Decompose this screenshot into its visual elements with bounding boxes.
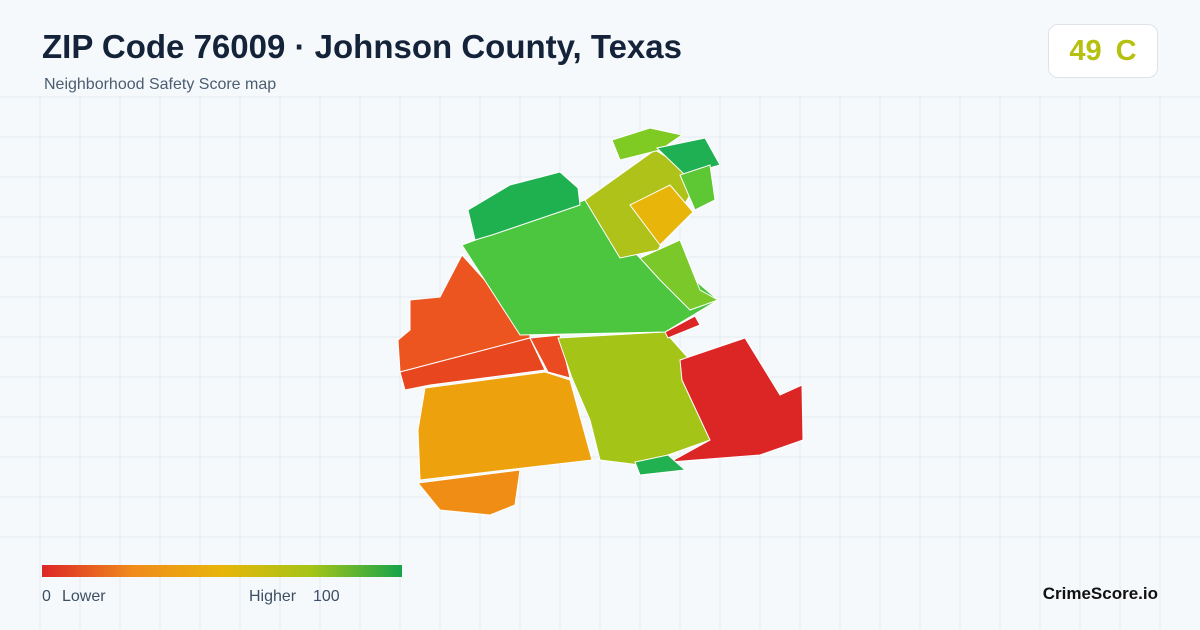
legend-gradient [42,565,402,577]
legend-min: 0 [42,588,51,605]
brand: CrimeScore.io [1042,584,1158,603]
subtitle: Neighborhood Safety Score map [44,76,277,93]
legend-max: 100 [313,588,340,605]
legend-max-label: Higher [249,588,297,605]
score-badge: 49 C [1048,24,1158,78]
title: ZIP Code 76009 · Johnson County, Texas [42,28,682,65]
legend-min-label: Lower [62,588,106,605]
score-value: 49 [1069,34,1102,67]
zip-regions [397,127,804,516]
score-grade: C [1115,34,1137,67]
